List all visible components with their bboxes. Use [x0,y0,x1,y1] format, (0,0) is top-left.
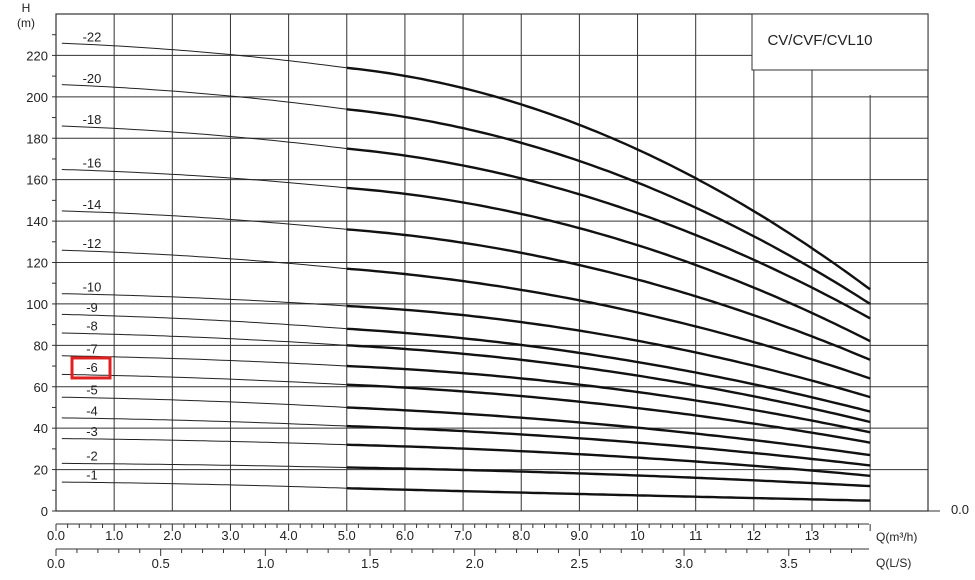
curve-line-bold-n7 [346,364,871,434]
curve-line-thin-n5 [61,396,347,408]
curve-label: -12 [83,236,102,251]
curve-line-thin-n9 [61,313,347,330]
curve-label: -18 [83,112,102,127]
curve-label: -2 [86,449,98,464]
x-tick-label: 3.0 [221,528,239,543]
curve-line-bold-n18 [346,147,871,320]
curve-line-thin-n12 [61,249,347,270]
curve-line-thin-n8 [61,332,347,346]
curve-label: -7 [86,341,98,356]
x-tick-label: 9.0 [570,528,588,543]
highlight-box [70,356,112,380]
y-tick-label: 220 [26,48,48,63]
curve-label: -10 [83,279,102,294]
x-tick-label: 7.0 [454,528,472,543]
y-tick-label: 180 [26,131,48,146]
x-tick-label: 4.0 [280,528,298,543]
y-axis-title: H [22,1,31,15]
curve-line-bold-n16 [346,186,871,343]
curve-line-thin-n1 [61,481,347,489]
curve-label: -9 [86,300,98,315]
curve-line-bold-n5 [346,406,871,457]
curve-line-bold-n6 [346,383,871,444]
x-tick-label: 0.0 [47,528,65,543]
x-tick-label: 13 [805,528,819,543]
curve-line-thin-n22 [61,42,347,69]
y-tick-label: 100 [26,297,48,312]
x2-tick-label: 0.5 [152,556,170,571]
curve-line-thin-n3 [61,438,347,446]
x-tick-label: 6.0 [396,528,414,543]
curve-line-bold-n1 [346,487,871,502]
chart-title: CV/CVF/CVL10 [767,32,872,49]
curve-line-bold-n14 [346,228,871,361]
y-tick-label: 20 [34,463,48,478]
y-tick-label: 200 [26,90,48,105]
curve-label: -1 [86,467,98,482]
curve-line-bold-n10 [346,304,871,399]
x-tick-label: 1.0 [105,528,123,543]
y-axis-unit: (m) [17,16,35,30]
y-tick-label: 160 [26,173,48,188]
curve-label: -14 [83,197,102,212]
x2-tick-label: 1.5 [361,556,379,571]
curve-line-bold-n20 [346,108,871,305]
curve-label: -22 [83,30,102,45]
title-box [751,13,929,71]
curve-label: -3 [86,424,98,439]
y-tick-label: 140 [26,214,48,229]
x2-tick-label: 3.0 [675,556,693,571]
y-tick-label: 0 [41,504,48,519]
curve-line-thin-n6 [61,373,347,386]
x2-tick-label: 1.0 [256,556,274,571]
y-tick-label: 80 [34,338,48,353]
x-tick-label: 5.0 [338,528,356,543]
curve-label: -6 [86,360,98,375]
x-tick-label: 12 [747,528,761,543]
y-tick-label: 60 [34,380,48,395]
x-axis-end-label: 0.0 [951,502,969,517]
x2-tick-label: 2.0 [466,556,484,571]
curve-line-bold-n4 [346,424,871,467]
curve-line-thin-n10 [61,293,347,307]
curve-line-thin-n4 [61,417,347,427]
curve-label: -8 [86,319,98,334]
curve-line-bold-n2 [346,466,871,488]
curve-line-thin-n20 [61,84,347,110]
curve-label: -4 [86,403,98,418]
curve-line-thin-n18 [61,125,347,150]
curve-line-bold-n22 [346,66,871,291]
curve-line-thin-n2 [61,462,347,468]
curve-line-bold-n12 [346,267,871,380]
x2-tick-label: 3.5 [780,556,798,571]
y-tick-label: 40 [34,421,48,436]
curve-label: -5 [86,383,98,398]
x2-tick-label: 0.0 [47,556,65,571]
y-tick-label: 120 [26,256,48,271]
x-tick-label: 2.0 [163,528,181,543]
x-tick-label: 8.0 [512,528,530,543]
x2-tick-label: 2.5 [570,556,588,571]
curve-line-bold-n8 [346,344,871,424]
x-tick-label: 10 [630,528,644,543]
curve-label: -20 [83,71,102,86]
curve-label: -16 [83,155,102,170]
x-tick-label: 11 [689,528,703,543]
curve-line-thin-n16 [61,169,347,189]
curve-line-bold-n3 [346,443,871,477]
curve-line-thin-n14 [61,210,347,230]
x-axis-title-ls: Q(L/S) [876,556,911,570]
curve-line-bold-n9 [346,327,871,413]
x-axis-title-m3h: Q(m³/h) [876,530,917,544]
